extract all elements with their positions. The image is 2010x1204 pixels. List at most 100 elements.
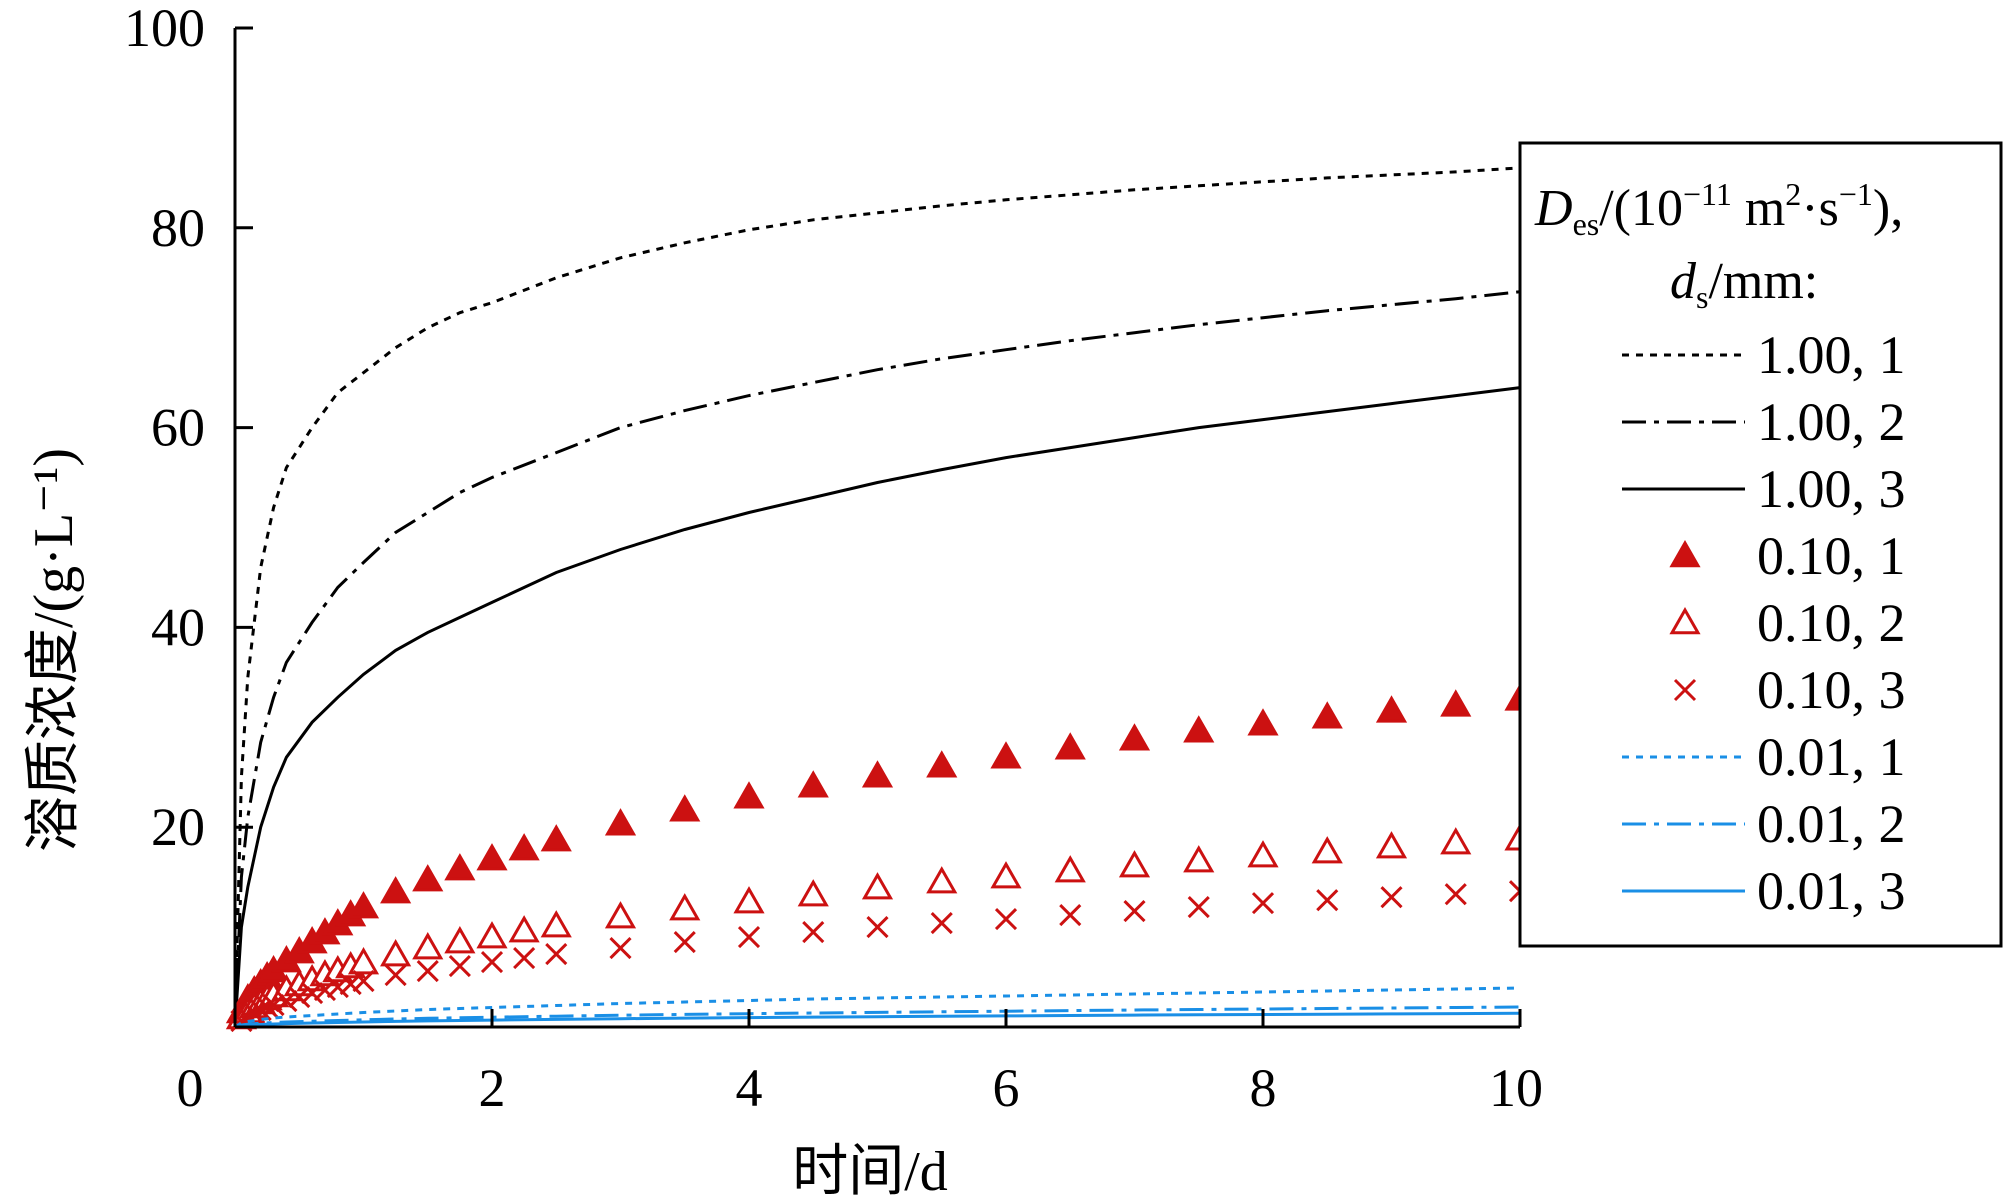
legend: Des/(10−11 m2·s−1), ds/mm: 1.00, 11.00, … bbox=[1518, 141, 2003, 948]
data-point bbox=[545, 943, 568, 966]
x-tick-label: 10 bbox=[1489, 1058, 1543, 1118]
x-ticks: 0 2 4 6 8 10 bbox=[177, 1009, 1543, 1118]
y-tick-label: 80 bbox=[151, 198, 205, 258]
legend-marker bbox=[1669, 539, 1701, 568]
legend-item: 0.10, 3 bbox=[1673, 660, 1906, 720]
data-point bbox=[384, 963, 407, 987]
series-1-00-2 bbox=[233, 290, 1521, 1028]
data-point bbox=[540, 824, 572, 852]
y-tick-label: 40 bbox=[151, 597, 205, 657]
y-axis-label: 溶质浓度/(g·L⁻¹) bbox=[23, 448, 85, 852]
data-point bbox=[1054, 732, 1086, 760]
data-point bbox=[1251, 892, 1275, 915]
legend-label: 0.10, 1 bbox=[1757, 526, 1906, 586]
data-point bbox=[508, 915, 540, 943]
y-tick-label: 100 bbox=[124, 0, 205, 58]
legend-item: 0.01, 3 bbox=[1622, 861, 1906, 921]
data-point bbox=[480, 951, 504, 974]
data-point bbox=[1183, 715, 1215, 743]
series-1-00-1 bbox=[233, 166, 1521, 1028]
series-line bbox=[233, 386, 1521, 1028]
data-point bbox=[1059, 904, 1082, 927]
data-point bbox=[347, 947, 380, 975]
data-point bbox=[994, 908, 1018, 931]
legend-label: 0.01, 2 bbox=[1757, 794, 1906, 854]
legend-label: 0.01, 1 bbox=[1757, 727, 1906, 787]
data-point bbox=[339, 972, 362, 996]
data-point bbox=[352, 969, 375, 993]
data-point bbox=[444, 853, 476, 881]
legend-label: 1.00, 3 bbox=[1757, 459, 1906, 519]
data-point bbox=[540, 910, 572, 938]
data-point bbox=[1123, 900, 1146, 923]
legend-item: 0.01, 1 bbox=[1622, 727, 1906, 787]
data-point bbox=[797, 770, 829, 798]
data-point bbox=[275, 989, 298, 1013]
legend-items: 1.00, 1 1.00, 2 1.00, 3 0.10, 1 0.10, 2 0.10,… bbox=[1622, 325, 1906, 921]
data-point bbox=[1311, 836, 1343, 864]
x-tick-label: 2 bbox=[479, 1058, 506, 1118]
legend-marker bbox=[1669, 606, 1701, 635]
data-point bbox=[1440, 827, 1472, 855]
data-point bbox=[313, 978, 337, 1002]
series-line bbox=[234, 1011, 1521, 1029]
series-0-01-3 bbox=[234, 1011, 1521, 1029]
data-point bbox=[861, 872, 894, 900]
data-point bbox=[1375, 831, 1408, 859]
data-point bbox=[990, 861, 1022, 889]
data-point bbox=[802, 921, 825, 944]
data-point bbox=[930, 912, 953, 935]
data-point bbox=[1247, 840, 1279, 868]
legend-title-line2: ds/mm: bbox=[1670, 253, 1818, 315]
data-point bbox=[797, 879, 829, 907]
data-point bbox=[476, 843, 508, 871]
x-tick-label: 0 bbox=[177, 1058, 204, 1118]
data-point bbox=[669, 794, 701, 822]
data-point bbox=[508, 833, 540, 861]
data-point bbox=[412, 932, 444, 960]
data-point bbox=[1118, 723, 1151, 751]
data-point bbox=[1311, 701, 1343, 729]
legend-label: 0.01, 3 bbox=[1757, 861, 1906, 921]
data-point bbox=[243, 1001, 266, 1025]
series-0-01-2 bbox=[234, 1005, 1521, 1029]
legend-item: 1.00, 3 bbox=[1622, 459, 1906, 519]
data-point bbox=[1054, 855, 1086, 883]
legend-label: 1.00, 1 bbox=[1757, 325, 1906, 385]
series-0-01-1 bbox=[234, 986, 1521, 1029]
data-point bbox=[733, 886, 765, 914]
data-point bbox=[448, 955, 471, 978]
data-point bbox=[444, 926, 476, 954]
data-point bbox=[412, 864, 444, 892]
legend-box bbox=[1518, 141, 2003, 948]
series-layer bbox=[225, 166, 1536, 1033]
data-point bbox=[1183, 845, 1215, 873]
legend-item: 0.01, 2 bbox=[1622, 794, 1906, 854]
series-line bbox=[234, 1005, 1521, 1029]
data-point bbox=[288, 985, 311, 1009]
data-point bbox=[513, 947, 536, 970]
data-point bbox=[380, 876, 412, 904]
y-ticks: 20 40 60 80 100 bbox=[124, 0, 253, 857]
data-point bbox=[1440, 689, 1472, 717]
x-tick-label: 6 bbox=[993, 1058, 1020, 1118]
data-point bbox=[1247, 708, 1279, 736]
data-point bbox=[861, 760, 894, 788]
data-point bbox=[604, 808, 637, 836]
data-point bbox=[866, 916, 889, 939]
data-point bbox=[926, 750, 958, 778]
data-point bbox=[926, 866, 958, 894]
data-point bbox=[380, 939, 412, 967]
data-point bbox=[604, 901, 637, 929]
x-axis-label: 时间/d bbox=[792, 1141, 948, 1203]
series-line bbox=[234, 986, 1521, 1029]
data-point bbox=[262, 993, 285, 1017]
data-point bbox=[673, 931, 696, 954]
data-point bbox=[1316, 889, 1339, 912]
series-1-00-3 bbox=[233, 386, 1521, 1028]
data-point bbox=[669, 893, 701, 921]
data-point bbox=[737, 926, 761, 949]
legend-item: 0.10, 1 bbox=[1669, 526, 1906, 586]
data-point bbox=[1380, 886, 1403, 909]
data-point bbox=[733, 781, 765, 809]
